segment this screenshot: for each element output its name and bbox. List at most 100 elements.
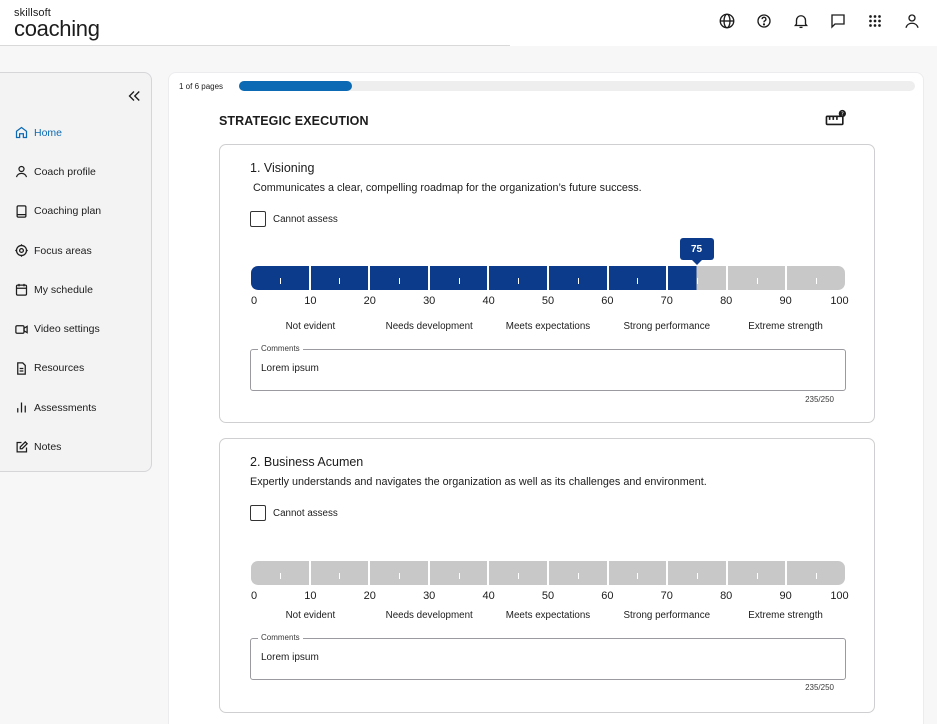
slider-band-label: Meets expectations (505, 610, 591, 621)
slider-segment-tick (518, 573, 520, 579)
person-icon (13, 164, 29, 180)
ruler-help-icon[interactable]: ? (825, 109, 847, 129)
slider-segment[interactable] (310, 561, 369, 585)
slider-segment-tick (279, 573, 281, 579)
apps-grid-icon[interactable] (866, 12, 884, 30)
slider-segment[interactable] (310, 266, 369, 290)
slider-segment[interactable] (668, 561, 726, 585)
sidebar-item-coach-profile[interactable]: Coach profile (1, 152, 152, 191)
slider-tick-label: 90 (779, 590, 792, 602)
slider-band-label: Needs development (385, 321, 473, 332)
sidebar-item-label: Coach profile (34, 165, 96, 178)
slider-segment[interactable] (489, 266, 547, 290)
comments-value[interactable]: Lorem ipsum (261, 363, 319, 374)
slider-tick-label: 30 (423, 295, 436, 307)
slider-segment[interactable] (608, 561, 667, 585)
help-icon[interactable] (755, 12, 773, 30)
slider-segment[interactable] (787, 561, 845, 585)
comments-char-counter: 235/250 (805, 683, 834, 692)
comments-char-counter: 235/250 (805, 395, 834, 404)
bar-chart-icon (13, 400, 29, 416)
slider-tick-label: 70 (660, 295, 673, 307)
cannot-assess-label: Cannot assess (273, 507, 338, 519)
slider-band-labels: Not evident Needs development Meets expect… (251, 321, 845, 335)
slider-segment[interactable] (429, 561, 488, 585)
checkbox-box[interactable] (250, 211, 266, 227)
slider-segment[interactable] (549, 561, 607, 585)
sidebar-item-my-schedule[interactable]: My schedule (1, 270, 152, 309)
sidebar-item-notes[interactable]: Notes (1, 427, 152, 466)
double-chevron-left-icon[interactable] (125, 87, 143, 105)
checkbox-box[interactable] (250, 505, 266, 521)
cannot-assess-checkbox[interactable]: Cannot assess (250, 211, 338, 227)
book-icon (13, 203, 29, 219)
globe-icon[interactable] (718, 12, 736, 30)
header-divider (0, 45, 510, 46)
slider-band-label: Meets expectations (505, 321, 591, 332)
cannot-assess-label: Cannot assess (273, 213, 338, 225)
slider-value-tooltip: 75 (679, 238, 714, 265)
slider-segment-tick (816, 278, 818, 284)
sidebar-item-label: Video settings (34, 323, 100, 336)
comments-label: Comments (258, 633, 303, 642)
slider-segment-tick (816, 573, 818, 579)
slider-tick-label: 0 (251, 590, 258, 602)
slider-tick-label: 90 (779, 295, 792, 307)
slider-segment[interactable] (429, 266, 488, 290)
sidebar-item-focus-areas[interactable]: Focus areas (1, 231, 152, 270)
slider-segment-tick (458, 573, 460, 579)
sidebar-item-video-settings[interactable]: Video settings (1, 309, 152, 348)
sidebar: Home Coach profile Coaching plan Focus a… (0, 72, 152, 472)
slider-tick-label: 0 (251, 295, 258, 307)
slider-segment-tick (696, 278, 698, 284)
slider-segment[interactable] (489, 561, 547, 585)
assessment-panel: 1 of 6 pages STRATEGIC EXECUTION ? 1. Vi… (168, 72, 924, 724)
cannot-assess-checkbox[interactable]: Cannot assess (250, 505, 338, 521)
slider-segment[interactable] (549, 266, 607, 290)
sidebar-item-coaching-plan[interactable]: Coaching plan (1, 192, 152, 231)
slider-tick-label: 20 (363, 590, 376, 602)
sidebar-item-label: Resources (34, 362, 85, 375)
sidebar-item-home[interactable]: Home (1, 113, 152, 152)
home-icon (13, 125, 29, 141)
question-card-1: 1. Visioning Communicates a clear, compe… (219, 144, 875, 423)
slider-segment-tick (577, 573, 579, 579)
slider-segment[interactable] (251, 561, 309, 585)
slider-tick-label: 100 (830, 295, 849, 307)
slider-band-label: Needs development (385, 610, 473, 621)
skillsoft-coaching-logo[interactable]: skillsoft coaching (14, 8, 100, 40)
app-header: skillsoft coaching (0, 0, 937, 46)
slider-segment-tick (279, 278, 281, 284)
slider-segment[interactable] (727, 266, 786, 290)
comments-label: Comments (258, 344, 303, 353)
sidebar-item-label: Coaching plan (34, 205, 102, 218)
comments-value[interactable]: Lorem ipsum (261, 652, 319, 663)
slider-tick-label: 20 (363, 295, 376, 307)
rating-slider[interactable]: 75 (251, 238, 845, 290)
bell-icon[interactable] (792, 12, 810, 30)
sidebar-item-label: Focus areas (34, 244, 92, 257)
slider-segment[interactable] (370, 561, 428, 585)
slider-segment[interactable] (370, 266, 428, 290)
user-icon[interactable] (903, 12, 921, 30)
slider-band-labels: Not evident Needs development Meets expect… (251, 610, 845, 624)
comments-field[interactable]: Comments Lorem ipsum (250, 344, 846, 391)
comments-field[interactable]: Comments Lorem ipsum (250, 633, 846, 680)
slider-segment-tick (577, 278, 579, 284)
sidebar-item-resources[interactable]: Resources (1, 349, 152, 388)
sidebar-item-assessments[interactable]: Assessments (1, 388, 152, 427)
slider-segment[interactable] (787, 266, 845, 290)
sidebar-item-label: My schedule (34, 283, 93, 296)
slider-band-label: Extreme strength (748, 610, 823, 621)
page-progress-bar (239, 81, 915, 91)
svg-text:?: ? (841, 112, 844, 118)
chat-icon[interactable] (829, 12, 847, 30)
slider-segment[interactable] (727, 561, 786, 585)
slider-segment[interactable] (251, 266, 309, 290)
page-progress-fill (239, 81, 352, 91)
slider-segment[interactable] (608, 266, 667, 290)
rating-slider[interactable] (251, 561, 845, 585)
slider-tick-label: 10 (304, 295, 317, 307)
slider-segment[interactable] (668, 266, 726, 290)
slider-tick-labels: 0 10 20 30 40 50 60 70 80 90 100 (251, 295, 849, 309)
